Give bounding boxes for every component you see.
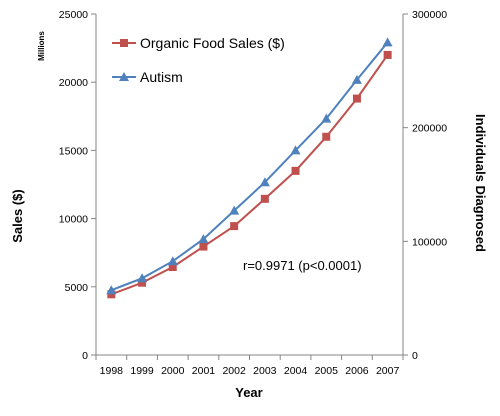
left-y-tick-label: 10000 [59, 214, 88, 226]
x-tick-label: 2003 [253, 365, 277, 377]
x-tick-label: 2007 [376, 365, 400, 377]
left-y-ticks: 0 5000 10000 15000 20000 25000 [59, 9, 96, 362]
data-point-triangle [321, 113, 332, 123]
data-point-triangle [198, 234, 209, 244]
right-axis-title: Individuals Diagnosed [473, 114, 488, 252]
data-point-square [260, 194, 269, 203]
data-point-square [383, 50, 392, 59]
legend-square-marker-icon [120, 39, 128, 47]
left-y-tick-label: 15000 [59, 145, 88, 157]
data-point-square [322, 132, 331, 141]
x-tick-label: 1999 [130, 365, 154, 377]
data-point-square [199, 242, 208, 251]
x-tick-label: 2002 [222, 365, 246, 377]
x-ticks: 1998 1999 2000 2001 2002 2003 2004 2005 2006 2007 [95, 355, 404, 377]
right-y-tick-label: 0 [412, 350, 418, 362]
x-axis-title: Year [235, 385, 262, 400]
x-tick-label: 1998 [100, 365, 124, 377]
left-axis-title: Sales ($) [10, 189, 25, 242]
data-point-triangle [382, 37, 393, 47]
x-tick-label: 2004 [284, 365, 308, 377]
data-point-triangle [229, 205, 240, 215]
data-point-triangle [351, 74, 362, 84]
data-point-triangle [137, 273, 148, 283]
series-layer [106, 37, 393, 299]
legend-triangle-marker-icon [119, 72, 129, 81]
data-point-square [168, 263, 177, 272]
data-point-square [107, 290, 116, 299]
data-point-square [291, 166, 300, 175]
x-tick-label: 2006 [345, 365, 369, 377]
left-axis-units: Millions [37, 31, 46, 61]
right-y-tick-label: 100000 [412, 236, 447, 248]
series-organic-food-sales [107, 50, 392, 299]
data-point-square [138, 278, 147, 287]
data-point-triangle [167, 256, 178, 266]
legend-organic-label: Organic Food Sales ($) [140, 35, 285, 51]
x-tick-label: 2005 [315, 365, 339, 377]
left-y-tick-label: 20000 [59, 77, 88, 89]
correlation-annotation: r=0.9971 (p<0.0001) [243, 258, 362, 273]
data-point-triangle [106, 285, 117, 295]
left-y-tick-label: 5000 [65, 282, 89, 294]
data-point-square [230, 222, 239, 231]
right-y-tick-label: 300000 [412, 9, 447, 21]
right-y-ticks: 0 100000 200000 300000 [403, 9, 447, 362]
data-point-triangle [259, 177, 270, 187]
legend-item-organic: Organic Food Sales ($) [112, 35, 285, 51]
series-line [110, 41, 389, 292]
legend-item-autism: Autism [112, 69, 183, 85]
legend-autism-label: Autism [140, 69, 183, 85]
left-y-tick-label: 25000 [59, 9, 88, 21]
series-line [110, 54, 389, 296]
legend: Organic Food Sales ($) Autism [112, 35, 285, 85]
left-y-tick-label: 0 [82, 350, 88, 362]
data-point-square [352, 94, 361, 103]
x-tick-label: 2000 [161, 365, 185, 377]
axes [95, 14, 404, 356]
series-autism [106, 37, 393, 295]
x-tick-label: 2001 [192, 365, 216, 377]
data-point-triangle [290, 145, 301, 155]
right-y-tick-label: 200000 [412, 123, 447, 135]
